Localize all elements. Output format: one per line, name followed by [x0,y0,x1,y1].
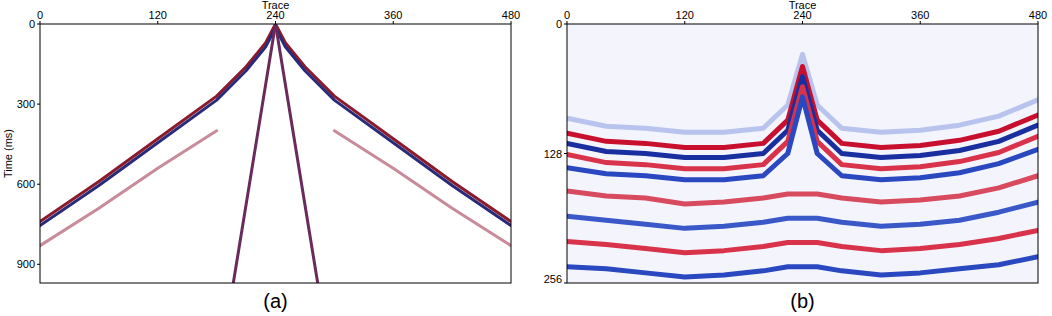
panel-label: (a) [263,290,287,312]
seismic-event [276,28,512,226]
x-tick [802,21,803,24]
x-axis-label: Trace [789,0,817,11]
y-tick [37,184,40,185]
plot-background [567,24,1038,283]
x-tick-label: 360 [384,9,402,21]
x-tick [511,21,512,24]
y-tick [37,104,40,105]
plot-background [40,24,511,283]
plot-frame [40,24,511,283]
seismic-event [567,176,1038,204]
panel: 01202403604800128256Trace(b) [544,0,1048,312]
seismic-event [40,24,276,222]
y-tick-label: 300 [17,98,35,110]
x-tick-label: 480 [502,9,520,21]
seismic-event [233,24,275,283]
y-tick-label: 0 [29,18,35,30]
x-tick [393,21,394,24]
seismic-event [40,28,276,226]
panel: 01202403604800300600900TraceTime (ms)(a) [2,0,520,312]
x-tick [1038,21,1039,24]
events [40,24,511,283]
y-tick [37,24,40,25]
y-axis-label: Time (ms) [2,129,14,178]
y-tick [564,283,567,284]
x-tick [684,21,685,24]
x-tick-label: 360 [911,9,929,21]
x-tick-label: 120 [676,9,694,21]
y-tick [564,24,567,25]
seismic-event [40,131,217,246]
panel-label: (b) [790,290,814,312]
x-tick-label: 0 [37,9,43,21]
seismic-event [276,24,512,222]
figure: 01202403604800300600900TraceTime (ms)(a)… [0,0,1052,316]
x-tick-label: 120 [149,9,167,21]
seismic-event [567,202,1038,228]
y-tick-label: 900 [17,258,35,270]
y-tick-label: 256 [544,273,562,285]
seismic-event [567,230,1038,252]
y-tick [37,264,40,265]
x-tick [275,21,276,24]
x-tick [157,21,158,24]
seismic-event [567,257,1038,277]
y-tick-label: 600 [17,178,35,190]
seismic-event [334,131,511,246]
x-tick [920,21,921,24]
x-tick-label: 0 [564,9,570,21]
y-tick [564,153,567,154]
seismic-event [276,24,318,283]
seismic-event [567,97,1038,180]
y-tick-label: 128 [544,148,562,160]
events [567,54,1038,277]
plot-frame [567,24,1038,283]
x-axis-label: Trace [262,0,290,11]
y-tick-label: 0 [556,18,562,30]
x-tick-label: 480 [1029,9,1047,21]
